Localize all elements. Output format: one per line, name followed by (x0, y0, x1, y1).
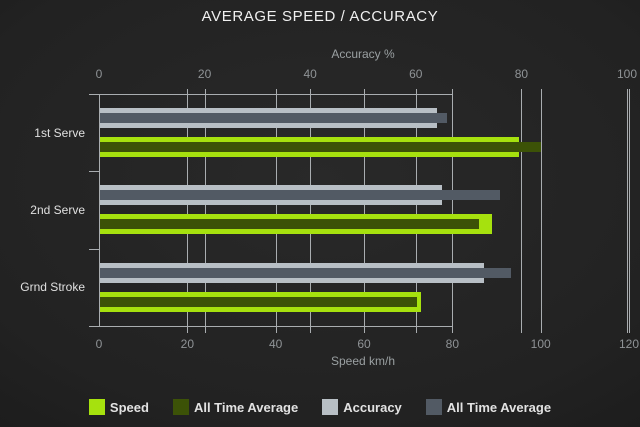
gridline-speed-20 (187, 89, 189, 333)
accuracy-tick-label-100: 100 (616, 67, 638, 81)
speed-tick-label-80: 80 (445, 337, 459, 351)
legend-swatch-2 (322, 399, 339, 415)
gridline-speed-120 (629, 89, 630, 333)
bar-speed-avg-2nd-serve (100, 219, 479, 230)
speed-tick-label-100: 100 (530, 337, 551, 351)
accuracy-tick-label-0: 0 (95, 67, 103, 81)
accuracy-tick-label-80: 80 (514, 67, 529, 81)
category-boundary-tick (89, 171, 99, 173)
legend-item-accuracy-2[interactable]: Accuracy (322, 399, 402, 415)
axis-line-top (89, 94, 453, 95)
gridline-speed-100 (540, 89, 542, 333)
category-boundary-tick (89, 248, 99, 250)
bar-accuracy-avg-2nd-serve (100, 190, 501, 201)
legend-label-0: Speed (109, 399, 149, 415)
legend-swatch-1 (172, 399, 189, 415)
gridline-speed-80 (452, 89, 454, 333)
gridline-accuracy-20 (204, 89, 206, 333)
chart-title: AVERAGE SPEED / ACCURACY (201, 8, 439, 25)
legend-label-2: Accuracy (343, 399, 402, 415)
bar-speed-avg-1st-serve (100, 142, 541, 152)
accuracy-tick-label-20: 20 (197, 67, 212, 81)
gridline-accuracy-60 (415, 89, 417, 333)
speed-tick-label-20: 20 (180, 337, 194, 351)
axis-line-bottom (89, 326, 453, 327)
category-label-2nd-serve: 2nd Serve (30, 203, 85, 217)
gridline-accuracy-100 (627, 89, 628, 333)
category-label-1st-serve: 1st Serve (34, 125, 85, 140)
legend-item-speed-0[interactable]: Speed (88, 399, 149, 415)
legend-item-all-time-average-1[interactable]: All Time Average (172, 399, 299, 415)
accuracy-tick-label-40: 40 (303, 67, 317, 81)
speed-tick-label-0: 0 (95, 337, 103, 351)
bar-speed-avg-grnd-stroke (100, 296, 417, 307)
gridline-speed-40 (275, 89, 277, 333)
speed-tick-label-40: 40 (268, 337, 283, 351)
gridline-accuracy-80 (521, 89, 523, 333)
speed-axis-title: Speed km/h (330, 354, 396, 368)
legend-swatch-0 (88, 399, 105, 415)
gridline-speed-60 (364, 89, 365, 333)
legend-label-3: All Time Average (446, 399, 552, 415)
legend: Speed All Time Average Accuracy All Time Av… (0, 398, 640, 416)
speed-tick-label-60: 60 (357, 337, 371, 351)
accuracy-axis-title: Accuracy % (331, 47, 395, 61)
legend-swatch-3 (425, 399, 442, 415)
bar-accuracy-avg-grnd-stroke (100, 267, 511, 278)
legend-label-1: All Time Average (193, 399, 299, 415)
category-label-grnd-stroke: Grnd Stroke (20, 280, 85, 295)
axis-line-left (99, 94, 100, 326)
accuracy-tick-label-60: 60 (409, 67, 423, 81)
speed-tick-label-120: 120 (618, 337, 640, 351)
gridline-accuracy-40 (310, 89, 312, 333)
legend-item-all-time-average-3[interactable]: All Time Average (425, 399, 552, 415)
bar-accuracy-avg-1st-serve (100, 113, 448, 123)
